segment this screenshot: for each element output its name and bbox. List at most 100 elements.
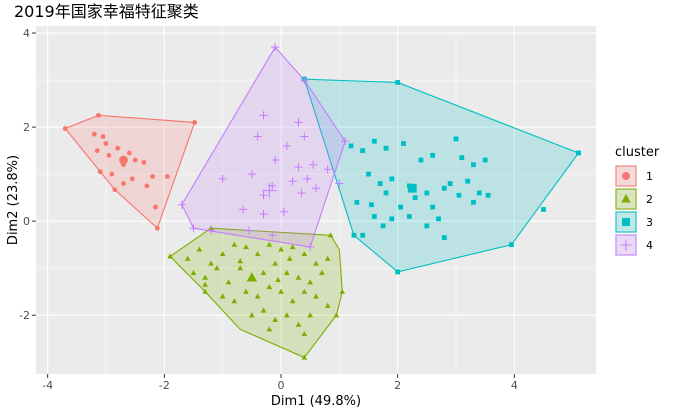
cluster-3-point — [465, 178, 471, 184]
cluster-3-point — [401, 141, 406, 146]
x-tick-label: 4 — [511, 379, 518, 392]
cluster-2-point — [272, 316, 279, 323]
cluster-2-point — [248, 312, 255, 318]
cluster-3-point — [476, 190, 482, 196]
cluster-3-point — [383, 190, 389, 196]
cluster-4-point — [297, 188, 306, 198]
cluster-2-point — [318, 269, 325, 275]
cluster-3-point — [366, 171, 371, 177]
cluster-2-point — [307, 279, 314, 285]
legend-label-1: 1 — [646, 170, 653, 183]
cluster-2-point — [301, 354, 308, 360]
cluster-4-point — [300, 132, 309, 141]
cluster-2-point — [286, 255, 293, 261]
cluster-4-point — [271, 43, 280, 52]
cluster-2-point — [289, 244, 296, 250]
cluster-2-point — [243, 288, 249, 294]
x-axis-label: Dim1 (49.8%) — [271, 394, 361, 409]
cluster-2-point — [301, 331, 308, 337]
cluster-3-point — [395, 269, 401, 275]
cluster-2-point — [339, 288, 346, 294]
cluster-1-point — [150, 174, 156, 179]
cluster-3-point — [348, 143, 354, 149]
cluster-4-centroid — [261, 183, 277, 199]
cluster-1-point — [96, 112, 101, 118]
data-points — [62, 43, 581, 360]
cluster-2-point — [184, 255, 191, 261]
cluster-2-point — [202, 281, 209, 287]
cluster-1-point — [62, 126, 68, 131]
legend-marker-1 — [622, 172, 630, 180]
cluster-3-point — [395, 80, 401, 85]
plot-panel — [36, 26, 596, 374]
cluster-2-point — [260, 269, 267, 275]
cluster-2-point — [333, 312, 340, 318]
cluster-1-point — [115, 145, 121, 151]
cluster-2-point — [208, 260, 214, 266]
cluster-1-point — [154, 225, 160, 231]
cluster-3-point — [459, 155, 465, 161]
cluster-3-point — [456, 192, 462, 198]
cluster-2-point — [167, 253, 174, 259]
cluster-1-hull — [64, 114, 196, 230]
cluster-1-point — [164, 174, 170, 179]
cluster-2-point — [301, 251, 308, 257]
cluster-2-point — [237, 265, 244, 271]
x-tick-label: 2 — [394, 379, 401, 392]
legend-marker-2 — [621, 194, 631, 203]
cluster-2-point — [231, 298, 238, 304]
cluster-3-point — [351, 232, 357, 238]
cluster-4-point — [247, 170, 256, 179]
cluster-4-point — [341, 137, 350, 146]
cluster-1-point — [109, 171, 115, 177]
cluster-3-point — [371, 138, 377, 144]
cluster-4-point — [300, 76, 309, 85]
cluster-1-point — [141, 159, 147, 165]
cluster-2-point — [231, 241, 238, 247]
cluster-2-point — [324, 302, 331, 308]
y-tick-label: 4 — [23, 27, 30, 40]
cluster-3-point — [360, 232, 366, 238]
cluster-3-point — [471, 162, 476, 168]
legend-label-2: 2 — [646, 193, 653, 206]
cluster-4-point — [323, 165, 332, 174]
cluster-2-point — [254, 251, 261, 257]
cluster-2-point — [219, 293, 226, 299]
cluster-4-point — [218, 174, 227, 183]
cluster-2-point — [254, 293, 261, 299]
cluster-4-point — [311, 184, 321, 193]
cluster-2-point — [283, 312, 290, 318]
x-tick-label: -4 — [42, 379, 53, 392]
cluster-3-point — [360, 148, 366, 154]
cluster-3-point — [485, 192, 491, 198]
cluster-3-point — [447, 181, 453, 186]
cluster-1-point — [192, 120, 198, 125]
cluster-1-centroid — [119, 155, 128, 165]
axes: -4 -2 0 2 4 -2 0 2 4 — [19, 27, 518, 392]
cluster-4-point — [206, 226, 216, 235]
legend-marker-4 — [620, 239, 632, 251]
cluster-3-point — [424, 190, 430, 196]
cluster-1-point — [121, 181, 126, 186]
cluster-3-point — [377, 181, 383, 186]
cluster-3-point — [453, 136, 459, 142]
cluster-2-point — [266, 241, 273, 247]
x-tick-label: -2 — [159, 379, 170, 392]
cluster-2-point — [295, 274, 302, 280]
cluster-2-centroid — [246, 272, 258, 282]
legend-marker-3 — [622, 218, 630, 226]
cluster-2-point — [307, 312, 314, 318]
cluster-1-point — [112, 187, 118, 193]
cluster-2-point — [278, 288, 284, 294]
cluster-4-point — [259, 210, 268, 219]
cluster-3-point — [380, 223, 386, 229]
cluster-2-point — [275, 276, 281, 283]
legend-label-3: 3 — [646, 216, 653, 229]
grid-lines — [36, 26, 596, 374]
cluster-hulls — [64, 46, 580, 359]
cluster-2-point — [225, 279, 232, 285]
cluster-4-point — [279, 207, 288, 216]
cluster-4-point — [239, 205, 248, 214]
